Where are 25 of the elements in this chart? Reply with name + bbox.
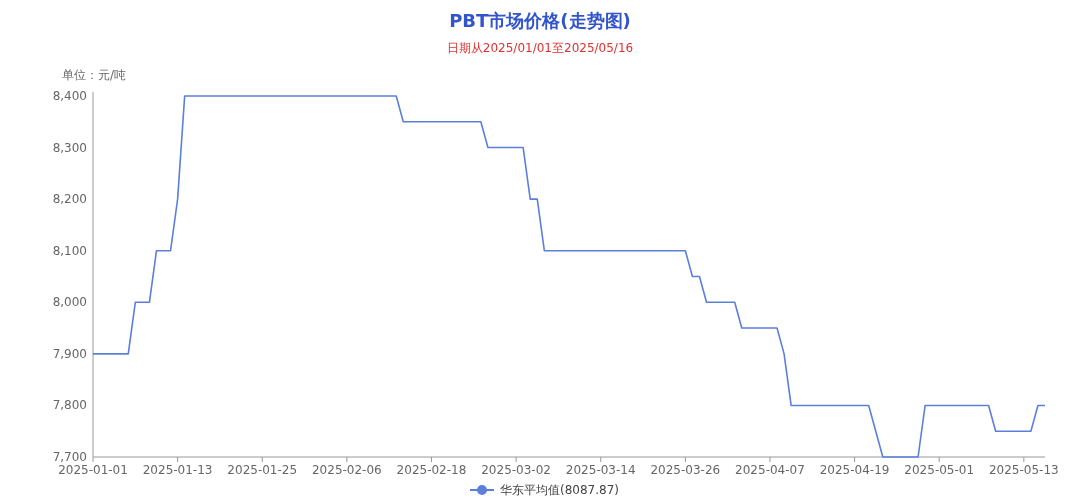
chart-title: PBT市场价格(走势图) — [449, 10, 631, 31]
y-tick-label: 7,800 — [52, 398, 87, 413]
y-axis-title: 单位：元/吨 — [62, 68, 127, 82]
x-tick-label: 2025-02-06 — [311, 463, 382, 477]
x-tick-label: 2025-05-01 — [904, 463, 975, 477]
x-tick-label: 2025-01-13 — [142, 463, 213, 477]
x-tick-label: 2025-01-25 — [227, 463, 298, 477]
chart-subtitle: 日期从2025/01/01至2025/05/16 — [446, 41, 634, 55]
y-tick-label: 8,100 — [52, 243, 87, 258]
legend: 华东平均值(8087.87) — [469, 483, 619, 497]
x-tick-label: 2025-03-14 — [565, 463, 636, 477]
x-tick-label: 2025-04-19 — [819, 463, 890, 477]
x-tick-label: 2025-05-13 — [988, 463, 1059, 477]
y-tick-label: 8,300 — [52, 140, 87, 155]
x-tick-label: 2025-01-01 — [58, 463, 128, 477]
y-tick-label: 7,900 — [52, 346, 87, 361]
x-tick-label: 2025-03-26 — [650, 463, 721, 477]
x-tick-label: 2025-02-18 — [396, 463, 467, 477]
y-tick-label: 8,200 — [52, 192, 87, 207]
legend-label: 华东平均值(8087.87) — [500, 483, 619, 497]
x-tick-label: 2025-04-07 — [735, 463, 805, 477]
y-tick-label: 8,400 — [52, 89, 87, 103]
y-tick-label: 7,700 — [52, 450, 87, 464]
y-tick-label: 8,000 — [52, 295, 87, 310]
x-tick-label: 2025-03-02 — [481, 463, 551, 477]
